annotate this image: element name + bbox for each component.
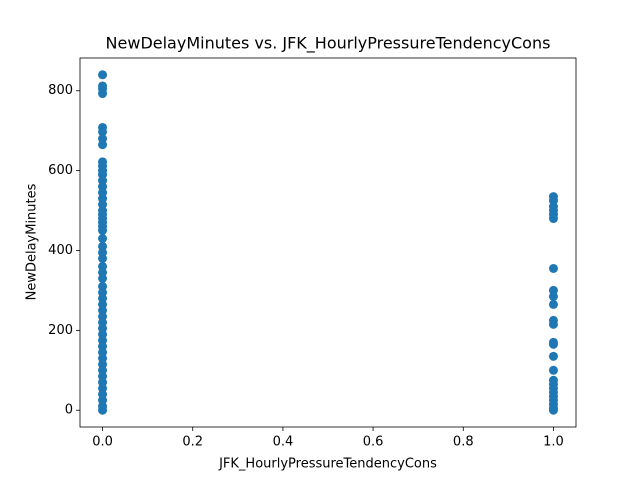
x-tick-label: 0.4 xyxy=(273,435,294,450)
x-tick-label: 0.6 xyxy=(363,435,384,450)
point xyxy=(98,253,108,263)
point xyxy=(98,226,108,236)
x-axis-label: JFK_HourlyPressureTendencyCons xyxy=(218,457,437,472)
point xyxy=(98,273,108,283)
y-axis-label: NewDelayMinutes xyxy=(25,183,40,300)
x-tick-label: 0.2 xyxy=(182,435,203,450)
plot-frame xyxy=(79,57,577,428)
point xyxy=(548,365,558,375)
chart-title: NewDelayMinutes vs. JFK_HourlyPressureTe… xyxy=(106,34,551,54)
point xyxy=(98,405,108,415)
x-tick-label: 1.0 xyxy=(543,435,564,450)
point xyxy=(548,214,558,224)
point xyxy=(98,89,108,99)
y-tick-label: 0 xyxy=(65,403,73,418)
y-tick-label: 600 xyxy=(48,163,73,178)
point xyxy=(548,291,558,301)
y-tick-label: 400 xyxy=(48,243,73,258)
point xyxy=(548,263,558,273)
x-tick-label: 0.0 xyxy=(92,435,113,450)
point xyxy=(98,70,108,80)
y-tick-label: 800 xyxy=(48,83,73,98)
point xyxy=(98,127,108,137)
point xyxy=(548,339,558,349)
point xyxy=(548,319,558,329)
y-tick-label: 200 xyxy=(48,323,73,338)
point xyxy=(548,405,558,415)
x-tick-label: 0.8 xyxy=(453,435,474,450)
point xyxy=(548,299,558,309)
point xyxy=(98,234,108,244)
point xyxy=(98,140,108,150)
point xyxy=(548,351,558,361)
